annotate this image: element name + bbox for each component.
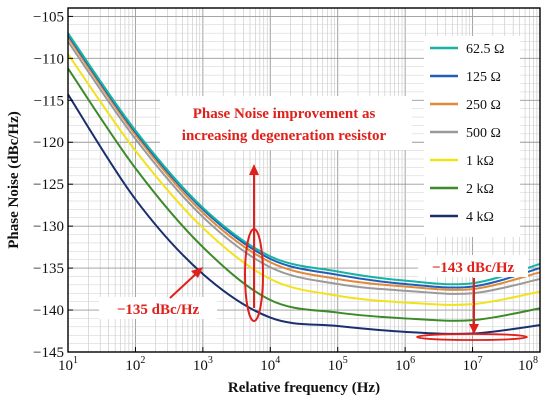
improvement-text-line2: increasing degeneration resistor [182,128,387,144]
x-tick-label: 106 [395,355,415,374]
left-arrow [169,271,199,299]
legend-label: 125 Ω [466,70,501,85]
plot-frame [67,7,541,353]
y-tick-label: −120 [33,135,64,151]
legend: 62.5 Ω 125 Ω 250 Ω 500 Ω 1 kΩ 2 kΩ 4 kΩ [424,36,520,237]
x-tick-label: 105 [328,355,348,374]
right-arrowhead [469,324,479,334]
annotations: Phase Noise improvement as increasing de… [99,96,528,341]
y-axis-ticks: −105 −110 −115 −120 −125 −130 −135 −140 −145 [33,9,73,361]
right-value-label: −143 dBc/Hz [432,260,515,276]
y-tick-label: −115 [34,93,64,109]
left-label-bg [99,297,217,319]
improvement-arrowhead [249,164,259,175]
series-line [67,67,541,322]
series-line [67,53,541,306]
series-line [67,34,541,289]
y-tick-label: −140 [33,303,64,319]
x-tick-label: 103 [193,355,213,374]
x-tick-label: 101 [58,355,78,374]
legend-label: 62.5 Ω [466,42,504,57]
legend-label: 1 kΩ [466,154,494,169]
y-tick-label: −145 [33,345,64,361]
legend-label: 4 kΩ [466,210,494,225]
x-tick-label: 107 [463,355,483,374]
y-tick-label: −125 [33,177,64,193]
right-ellipse [416,333,528,341]
legend-label: 2 kΩ [466,182,494,197]
series-line [67,32,541,286]
y-axis-title: Phase Noise (dBc/Hz) [6,111,22,248]
x-axis-title: Relative frequency (Hz) [228,380,380,396]
series-line [67,36,541,291]
right-label-bg [418,255,528,277]
y-tick-label: −110 [34,51,64,67]
y-tick-label: −130 [33,219,64,235]
y-tick-label: −135 [33,261,64,277]
legend-label: 250 Ω [466,98,501,113]
x-tick-label: 102 [125,355,145,374]
improvement-text-bg [160,96,412,150]
improvement-ellipse [244,228,264,322]
legend-box [424,36,520,237]
series-line [67,40,541,295]
series-layer [67,32,541,335]
x-tick-label: 108 [518,355,538,374]
left-value-label: −135 dBc/Hz [117,302,200,318]
x-tick-label: 104 [260,355,280,374]
legend-label: 500 Ω [466,126,501,141]
y-tick-label: −105 [33,9,64,25]
improvement-text-line1: Phase Noise improvement as [193,106,376,122]
x-axis-ticks: 101 102 103 104 105 106 107 108 [58,347,541,374]
left-arrowhead [191,267,203,278]
